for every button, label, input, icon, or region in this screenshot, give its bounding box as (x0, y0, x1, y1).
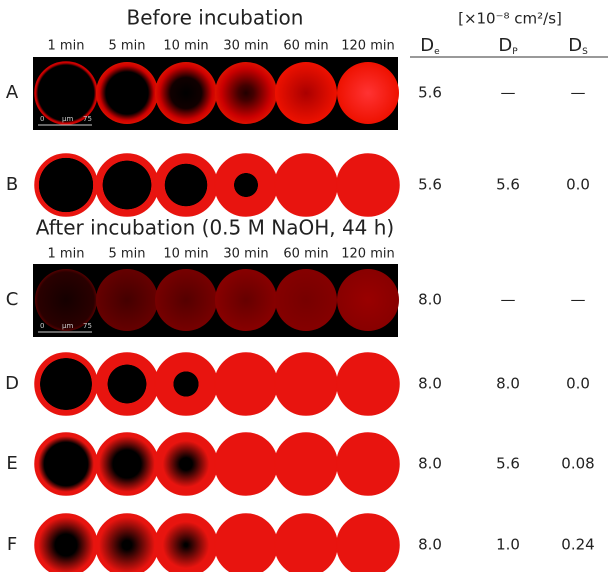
scale-bar-label: 75 (83, 322, 92, 330)
coefficient: — (501, 84, 516, 102)
coefficient: 8.0 (418, 291, 442, 309)
particle (274, 432, 338, 496)
coefficient: — (571, 84, 586, 102)
particle (275, 62, 337, 124)
particle (96, 62, 158, 124)
particle (336, 153, 400, 217)
particle (214, 432, 278, 496)
time-label: 120 min (341, 39, 394, 54)
time-label: 5 min (109, 247, 146, 262)
particle (34, 153, 98, 217)
time-label: 120 min (341, 247, 394, 262)
particle (34, 513, 98, 572)
coefficient: 1.0 (496, 536, 520, 554)
row-label: E (6, 453, 17, 474)
time-label: 1 min (48, 247, 85, 262)
particle (215, 62, 277, 124)
particle (336, 352, 400, 416)
coefficient: 0.08 (561, 455, 594, 473)
particle (337, 62, 399, 124)
time-label: 30 min (223, 247, 268, 262)
particle (214, 352, 278, 416)
coefficient: 0.24 (561, 536, 594, 554)
particle (95, 153, 159, 217)
time-label: 30 min (223, 39, 268, 54)
particle (95, 513, 159, 572)
time-label: 60 min (283, 247, 328, 262)
coefficient: — (571, 291, 586, 309)
coefficient: 0.0 (566, 375, 590, 393)
particle (336, 432, 400, 496)
time-label: 5 min (109, 39, 146, 54)
particle (95, 352, 159, 416)
coefficient: — (501, 291, 516, 309)
particle (214, 513, 278, 572)
row-label: D (5, 373, 19, 394)
scale-bar-label: 0 (40, 115, 44, 123)
scale-bar-label: 75 (83, 115, 92, 123)
particle (96, 269, 158, 331)
column-header: De (420, 35, 440, 57)
row-label: B (6, 174, 18, 195)
coefficient: 5.6 (418, 84, 442, 102)
particle (154, 352, 218, 416)
coefficient: 8.0 (418, 375, 442, 393)
particle (35, 269, 97, 331)
coefficient: 8.0 (418, 455, 442, 473)
particle (336, 513, 400, 572)
particle (214, 153, 278, 217)
column-header: DS (568, 35, 588, 57)
particle (275, 269, 337, 331)
row-label: F (7, 534, 17, 555)
column-header: DP (498, 35, 518, 57)
time-label: 60 min (283, 39, 328, 54)
coefficient: 0.0 (566, 176, 590, 194)
scale-bar-label: μm (62, 115, 73, 123)
particle (154, 153, 218, 217)
particle (215, 269, 277, 331)
particle (34, 352, 98, 416)
particle (155, 269, 217, 331)
time-label: 1 min (48, 39, 85, 54)
particle (337, 269, 399, 331)
particle (154, 432, 218, 496)
section-title: After incubation (0.5 M NaOH, 44 h) (36, 216, 395, 240)
particle (274, 513, 338, 572)
particle (95, 432, 159, 496)
row-label: C (6, 289, 19, 310)
row-label: A (6, 82, 19, 103)
particle (154, 513, 218, 572)
particle (34, 432, 98, 496)
section-title: Before incubation (127, 6, 304, 30)
coefficient: 5.6 (418, 176, 442, 194)
particle (274, 153, 338, 217)
units: [×10⁻⁸ cm²/s] (458, 10, 562, 28)
coefficient: 5.6 (496, 176, 520, 194)
scale-bar-label: 0 (40, 322, 44, 330)
scale-bar-label: μm (62, 322, 73, 330)
particle (155, 62, 217, 124)
coefficient: 8.0 (418, 536, 442, 554)
particle (274, 352, 338, 416)
time-label: 10 min (163, 247, 208, 262)
coefficient: 5.6 (496, 455, 520, 473)
coefficient: 8.0 (496, 375, 520, 393)
time-label: 10 min (163, 39, 208, 54)
